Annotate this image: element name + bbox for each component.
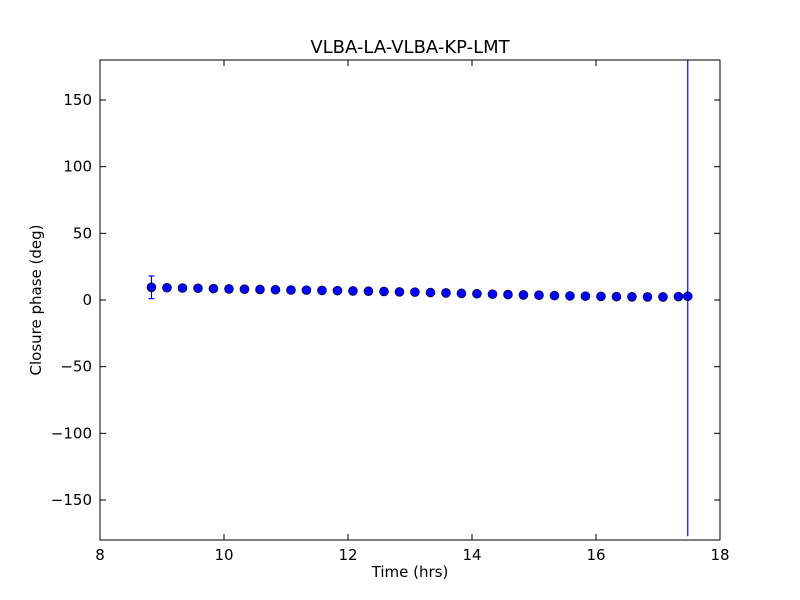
x-tick-label: 10: [214, 546, 233, 564]
data-point: [208, 283, 219, 294]
data-point: [363, 286, 374, 297]
data-point: [682, 291, 693, 302]
y-tick-label: 50: [73, 224, 92, 242]
data-point: [425, 287, 436, 298]
data-point: [286, 285, 296, 295]
data-point: [456, 288, 467, 299]
data-point: [441, 288, 451, 298]
data-point: [596, 291, 606, 302]
y-tick-label: 150: [63, 91, 92, 109]
y-tick-label: −100: [51, 424, 92, 442]
data-point: [255, 284, 265, 295]
data-point: [239, 284, 250, 295]
data-point: [332, 285, 343, 296]
data-point: [270, 284, 281, 295]
data-point: [565, 291, 575, 301]
data-point: [146, 282, 157, 293]
data-point: [611, 291, 622, 302]
x-axis-ticks: 8 10 12 14 16 18: [95, 60, 730, 564]
data-point: [518, 290, 529, 300]
data-point: [394, 287, 405, 297]
plot-content: [146, 60, 693, 537]
x-tick-label: 18: [710, 546, 729, 564]
y-tick-label: 100: [63, 158, 92, 176]
y-tick-label: −150: [51, 491, 92, 509]
x-tick-label: 8: [95, 546, 105, 564]
data-point: [658, 292, 668, 302]
data-point: [301, 285, 312, 295]
y-axis-label: Closure phase (deg): [27, 225, 45, 376]
data-point: [487, 289, 498, 299]
x-tick-label: 16: [586, 546, 605, 564]
data-point: [348, 286, 358, 296]
data-point: [549, 290, 560, 301]
data-point: [642, 292, 653, 302]
data-point: [410, 287, 420, 297]
data-point: [580, 291, 591, 301]
data-point: [317, 285, 327, 296]
data-point: [472, 288, 482, 299]
x-tick-label: 12: [338, 546, 357, 564]
x-axis-label: Time (hrs): [371, 563, 449, 581]
data-point: [534, 290, 544, 301]
data-point: [673, 291, 684, 302]
data-point: [627, 291, 637, 302]
y-axis-ticks: 150 100 50 0 −50 −100 −150: [51, 91, 720, 509]
data-point: [193, 283, 203, 294]
data-point: [177, 283, 188, 293]
y-tick-label: −50: [60, 358, 92, 376]
x-tick-label: 14: [462, 546, 481, 564]
data-point: [379, 286, 389, 297]
data-point: [503, 289, 513, 300]
data-point: [224, 284, 234, 294]
data-point: [162, 282, 172, 293]
y-tick-label: 0: [82, 291, 92, 309]
chart-title: VLBA-LA-VLBA-KP-LMT: [310, 37, 510, 58]
